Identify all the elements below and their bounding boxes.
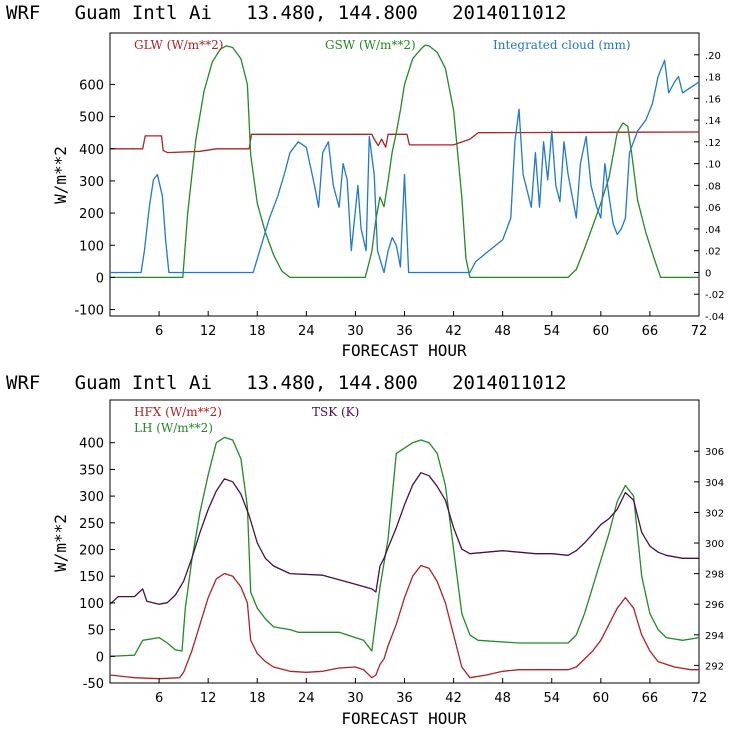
y2-tick-label: -.04 xyxy=(705,312,725,323)
y2-tick-label: 306 xyxy=(705,447,724,458)
y2-tick-label: 300 xyxy=(705,539,724,550)
y-tick-label: 250 xyxy=(79,517,104,532)
series-line-gsw xyxy=(110,44,699,279)
x-tick-label: 12 xyxy=(200,324,217,339)
y2-tick-label: .12 xyxy=(705,138,721,149)
y-tick-label: -50 xyxy=(83,677,104,692)
x-tick-label: 36 xyxy=(396,324,413,339)
y2-tick-label: -.02 xyxy=(705,290,725,301)
bottom-y-axis-label: W/m**2 xyxy=(51,514,70,572)
y-tick-label: 200 xyxy=(79,207,104,222)
surface-flux-panel: WRF Guam Intl Ai 13.480, 144.800 2014011… xyxy=(6,372,724,728)
series-line-tsk xyxy=(109,472,699,605)
y2-tick-label: .02 xyxy=(705,247,721,258)
y-tick-label: 150 xyxy=(79,570,104,585)
x-tick-label: 18 xyxy=(249,691,266,706)
legend-lh: LH (W/m**2) xyxy=(134,421,213,435)
y2-tick-label: .08 xyxy=(705,181,721,192)
legend-hfx: HFX (W/m**2) xyxy=(134,405,222,419)
y2-tick-label: 304 xyxy=(705,478,724,489)
y2-tick-label: 294 xyxy=(705,631,724,642)
y2-tick-label: 296 xyxy=(705,600,724,611)
series-line-integrated xyxy=(110,59,700,274)
legend-integrated-cloud: Integrated cloud (mm) xyxy=(493,38,631,52)
y-tick-label: 400 xyxy=(79,143,104,158)
x-tick-label: 54 xyxy=(543,324,560,339)
bottom-chart-title: WRF Guam Intl Ai 13.480, 144.800 2014011… xyxy=(6,372,567,394)
x-tick-label: 36 xyxy=(396,691,413,706)
y2-tick-label: .20 xyxy=(705,51,721,62)
y2-tick-label: .06 xyxy=(705,203,721,214)
y-tick-label: -100 xyxy=(74,304,104,319)
bottom-x-axis-label: FORECAST HOUR xyxy=(341,709,467,728)
x-tick-label: 42 xyxy=(445,691,462,706)
y-tick-label: 50 xyxy=(87,624,104,639)
x-tick-label: 72 xyxy=(691,691,708,706)
x-tick-label: 30 xyxy=(347,324,364,339)
x-tick-label: 12 xyxy=(200,691,217,706)
y-tick-label: 300 xyxy=(79,175,104,190)
x-tick-label: 42 xyxy=(445,324,462,339)
x-tick-label: 24 xyxy=(298,324,315,339)
y2-tick-label: 302 xyxy=(705,508,724,519)
y2-tick-label: .14 xyxy=(705,116,721,127)
x-tick-label: 48 xyxy=(494,324,511,339)
y-tick-label: 300 xyxy=(79,490,104,505)
y2-tick-label: 0 xyxy=(705,268,711,279)
bottom-plot-frame xyxy=(109,399,700,684)
y2-tick-label: 298 xyxy=(705,570,724,581)
y2-tick-label: 292 xyxy=(705,661,724,672)
y2-tick-label: .04 xyxy=(705,225,721,236)
y-tick-label: 200 xyxy=(79,544,104,559)
y-tick-label: 0 xyxy=(96,650,104,665)
y-tick-label: 100 xyxy=(79,597,104,612)
y2-tick-label: .16 xyxy=(705,94,721,105)
x-tick-label: 66 xyxy=(642,691,659,706)
x-tick-label: 66 xyxy=(642,324,659,339)
y-tick-label: 400 xyxy=(79,437,104,452)
radiation-panel: WRF Guam Intl Ai 13.480, 144.800 2014011… xyxy=(6,2,725,360)
x-tick-label: 24 xyxy=(298,691,315,706)
x-tick-label: 54 xyxy=(543,691,560,706)
x-tick-label: 60 xyxy=(593,324,610,339)
series-line-glw xyxy=(110,131,700,154)
y2-tick-label: .10 xyxy=(705,160,721,171)
top-chart-title: WRF Guam Intl Ai 13.480, 144.800 2014011… xyxy=(6,2,567,24)
top-y-axis-label: W/m**2 xyxy=(51,146,70,204)
x-tick-label: 48 xyxy=(494,691,511,706)
y-tick-label: 0 xyxy=(96,271,104,286)
y-tick-label: 600 xyxy=(79,78,104,93)
x-tick-label: 72 xyxy=(691,324,708,339)
x-tick-label: 18 xyxy=(249,324,266,339)
x-tick-label: 30 xyxy=(347,691,364,706)
y-tick-label: 350 xyxy=(79,463,104,478)
x-tick-label: 60 xyxy=(593,691,610,706)
series-line-lh xyxy=(109,436,700,657)
x-tick-label: 6 xyxy=(155,324,163,339)
x-tick-label: 6 xyxy=(155,691,163,706)
top-x-axis-label: FORECAST HOUR xyxy=(341,341,467,360)
legend-glw: GLW (W/m**2) xyxy=(134,38,223,52)
series-line-hfx xyxy=(109,564,699,680)
y-tick-label: 500 xyxy=(79,111,104,126)
legend-tsk: TSK (K) xyxy=(312,405,359,419)
y-tick-label: 100 xyxy=(79,239,104,254)
y2-tick-label: .18 xyxy=(705,73,721,84)
legend-gsw: GSW (W/m**2) xyxy=(325,38,416,52)
